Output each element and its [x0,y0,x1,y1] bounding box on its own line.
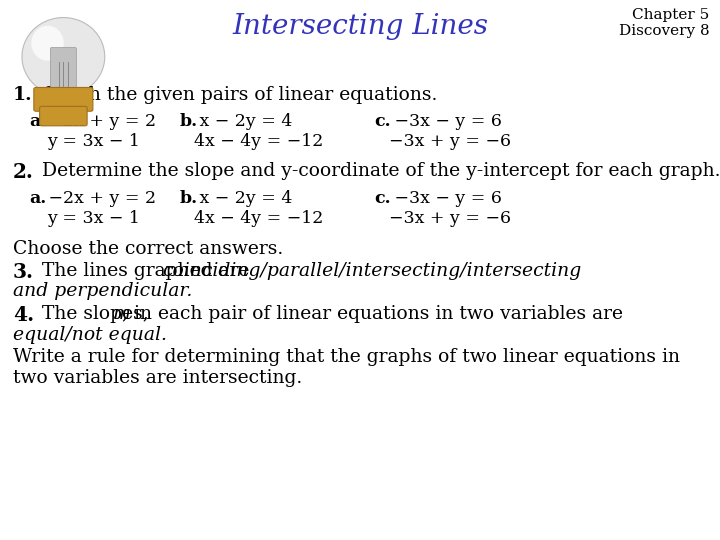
Text: Discovery 8: Discovery 8 [618,24,709,38]
Text: y = 3x − 1: y = 3x − 1 [47,210,140,226]
Text: Choose the correct answers.: Choose the correct answers. [13,240,283,258]
Text: c.: c. [374,113,391,130]
Text: Intersecting Lines: Intersecting Lines [232,14,488,40]
Text: c.: c. [374,190,391,207]
Text: −3x + y = −6: −3x + y = −6 [389,210,510,226]
Text: x − 2y = 4: x − 2y = 4 [194,190,293,207]
Text: Graph the given pairs of linear equations.: Graph the given pairs of linear equation… [36,86,437,104]
Text: Write a rule for determining that the graphs of two linear equations in: Write a rule for determining that the gr… [13,348,680,366]
Text: y = 3x − 1: y = 3x − 1 [47,133,140,150]
Text: 4x − 4y = −12: 4x − 4y = −12 [194,133,324,150]
Text: The slopes,: The slopes, [36,305,155,323]
Text: Determine the slope and y-coordinate of the y-intercept for each graph.: Determine the slope and y-coordinate of … [36,162,720,180]
Text: and perpendicular.: and perpendicular. [13,282,192,300]
Text: 4x − 4y = −12: 4x − 4y = −12 [194,210,324,226]
FancyBboxPatch shape [40,106,87,126]
Text: 2.: 2. [13,162,34,182]
Text: −3x + y = −6: −3x + y = −6 [389,133,510,150]
Ellipse shape [22,17,105,96]
Text: a.: a. [29,113,46,130]
Text: −2x + y = 2: −2x + y = 2 [43,190,156,207]
Text: 1.: 1. [13,86,32,104]
FancyBboxPatch shape [34,87,93,111]
Text: The lines graphed are: The lines graphed are [36,262,256,280]
Text: b.: b. [180,190,198,207]
Text: m: m [113,305,131,323]
Text: equal/not equal.: equal/not equal. [13,326,167,343]
Text: Chapter 5: Chapter 5 [632,8,709,22]
FancyBboxPatch shape [50,48,76,87]
Text: 4.: 4. [13,305,34,325]
Text: x − 2y = 4: x − 2y = 4 [194,113,293,130]
Text: , in each pair of linear equations in two variables are: , in each pair of linear equations in tw… [122,305,624,323]
Text: a.: a. [29,190,46,207]
Text: −3x − y = 6: −3x − y = 6 [389,190,502,207]
Text: two variables are intersecting.: two variables are intersecting. [13,369,302,387]
Ellipse shape [32,25,63,60]
Text: 3.: 3. [13,262,34,282]
Text: b.: b. [180,113,198,130]
Text: coinciding/parallel/intersecting/intersecting: coinciding/parallel/intersecting/interse… [162,262,581,280]
Text: −3x − y = 6: −3x − y = 6 [389,113,502,130]
Text: −2x + y = 2: −2x + y = 2 [43,113,156,130]
